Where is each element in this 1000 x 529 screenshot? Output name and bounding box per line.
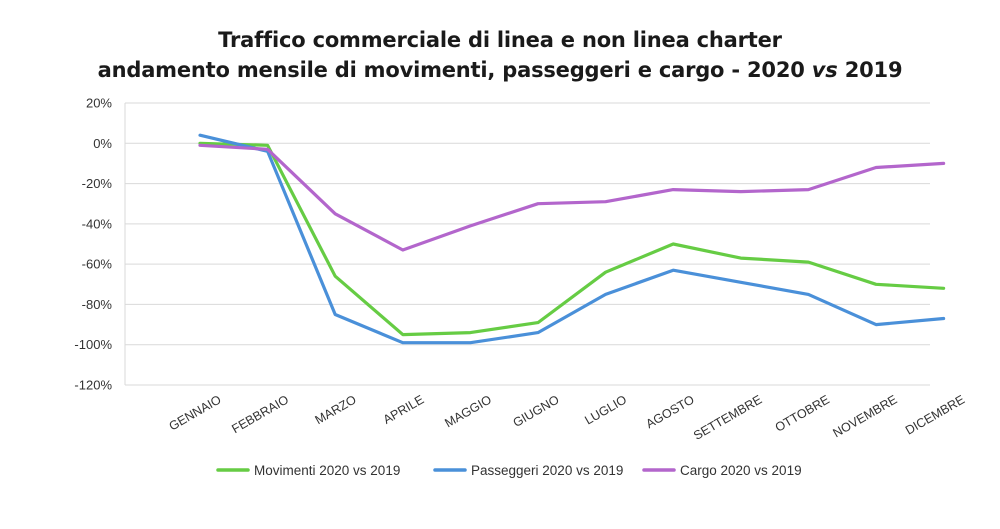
series-line	[198, 141, 946, 337]
x-tick-label: DICEMBRE	[903, 392, 967, 437]
y-tick-label: -60%	[82, 257, 113, 272]
chart-title: Traffico commerciale di linea e non line…	[218, 28, 782, 52]
x-tick-label: APRILE	[381, 392, 427, 426]
y-tick-label: -40%	[82, 216, 113, 231]
legend: Movimenti 2020 vs 2019 Passeggeri 2020 vs…	[216, 463, 802, 478]
x-tick-label: NOVEMBRE	[831, 392, 900, 440]
y-tick-label: -120%	[74, 378, 112, 393]
legend-label: Passeggeri 2020 vs 2019	[471, 463, 623, 478]
chart-subtitle: andamento mensile di movimenti, passegge…	[0, 58, 1000, 82]
x-tick-label: AGOSTO	[644, 392, 697, 431]
series-lines	[198, 133, 946, 345]
x-tick-label: MARZO	[313, 392, 359, 427]
grid-lines	[124, 102, 930, 386]
y-axis-ticks: 20% 0% -20% -40% -60% -80% -100% -120%	[74, 96, 112, 393]
legend-label: Cargo 2020 vs 2019	[680, 463, 802, 478]
y-tick-label: 20%	[86, 96, 112, 111]
x-tick-label: FEBBRAIO	[229, 392, 291, 436]
legend-label: Movimenti 2020 vs 2019	[254, 463, 400, 478]
x-axis-ticks: GENNAIO FEBBRAIO MARZO APRILE MAGGIO GIUGNO LU…	[167, 392, 968, 442]
x-tick-label: GENNAIO	[167, 392, 224, 433]
subtitle-year: 2019	[837, 58, 903, 82]
y-tick-label: -100%	[74, 337, 112, 352]
x-tick-label: MAGGIO	[442, 392, 494, 430]
x-tick-label: GIUGNO	[511, 392, 562, 430]
series-line	[198, 133, 946, 345]
subtitle-main: andamento mensile di movimenti, passegge…	[97, 58, 812, 82]
x-tick-label: LUGLIO	[582, 392, 629, 427]
y-tick-label: -20%	[82, 176, 113, 191]
series-line	[198, 143, 946, 252]
y-tick-label: -80%	[82, 297, 113, 312]
x-tick-label: OTTOBRE	[773, 392, 832, 434]
x-tick-label: SETTEMBRE	[691, 392, 764, 442]
subtitle-vs: vs	[811, 58, 838, 82]
y-tick-label: 0%	[93, 136, 112, 151]
